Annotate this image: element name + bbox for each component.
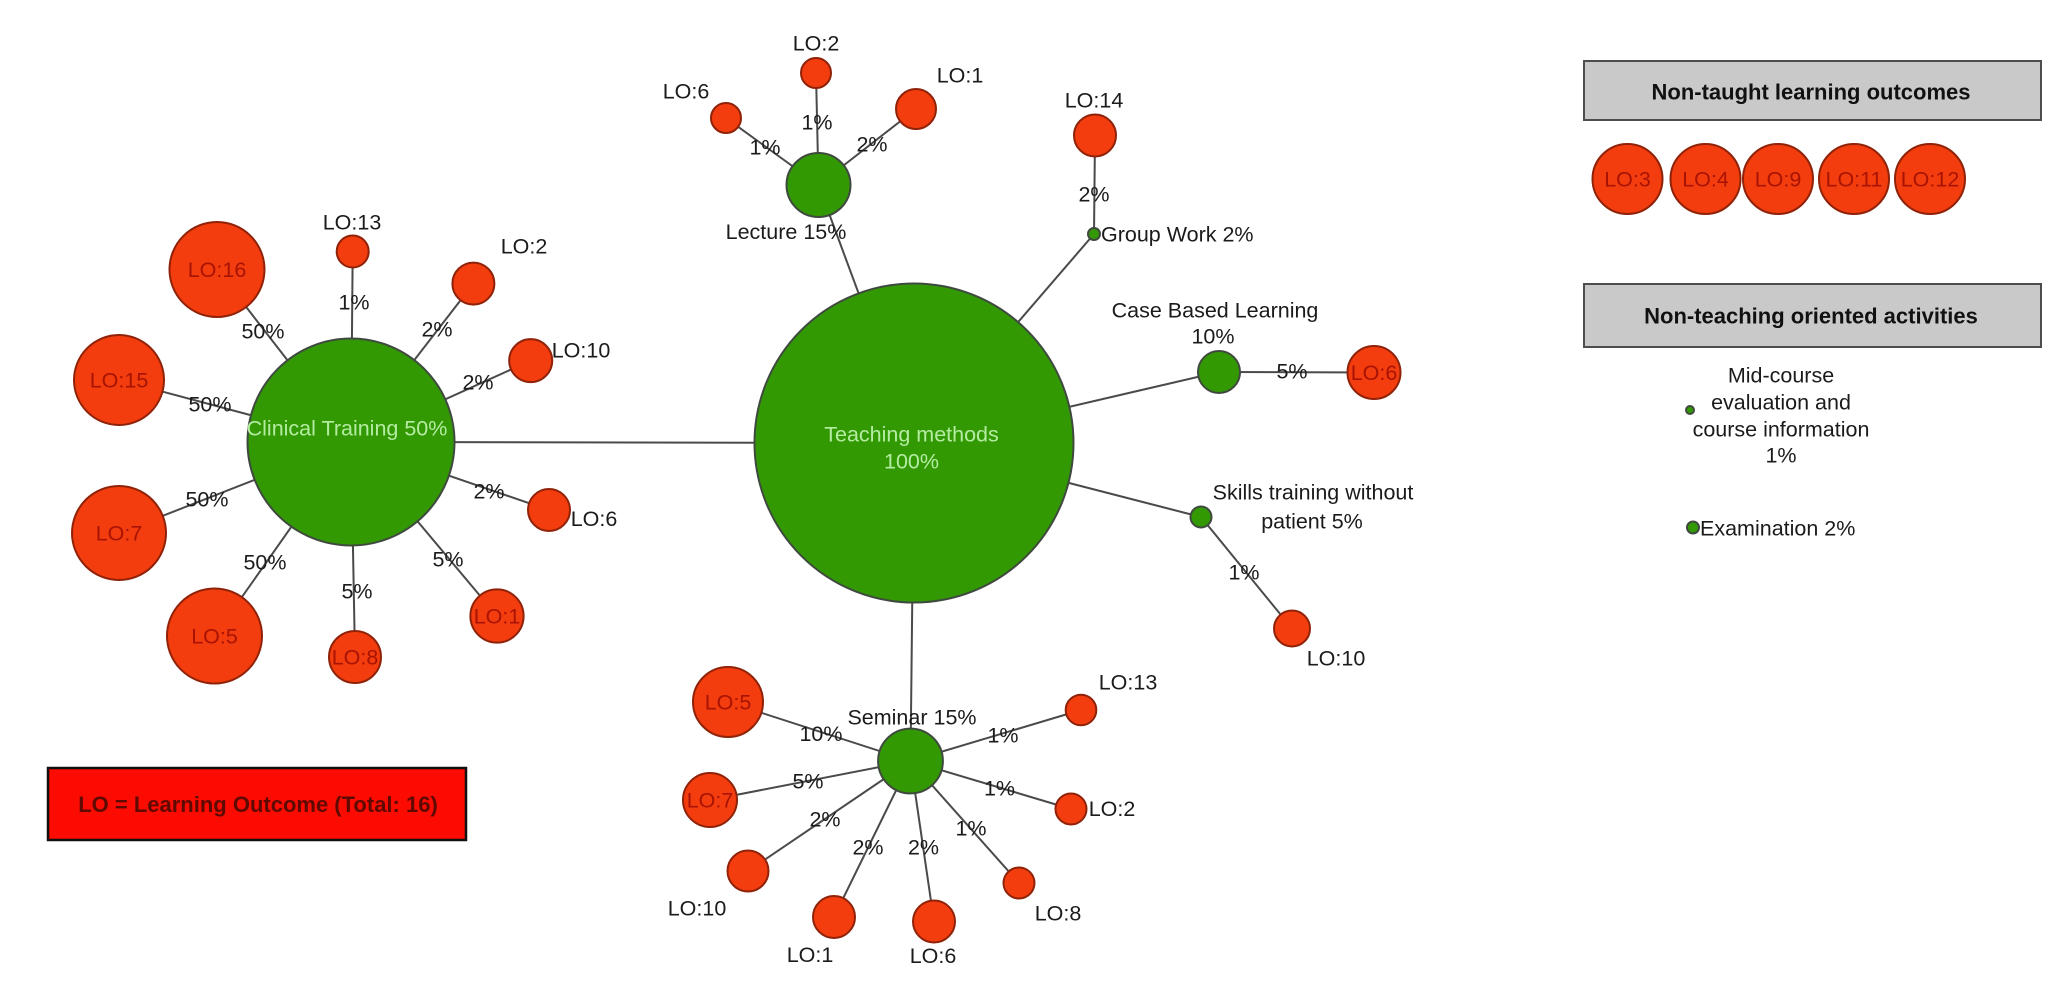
svg-text:LO:2: LO:2 xyxy=(793,32,840,56)
svg-text:LO:16: LO:16 xyxy=(188,258,247,282)
svg-text:LO:12: LO:12 xyxy=(1901,168,1960,192)
svg-text:2%: 2% xyxy=(856,133,887,157)
svg-text:LO:6: LO:6 xyxy=(663,80,710,104)
svg-text:10%: 10% xyxy=(799,722,842,746)
svg-text:Clinical Training 50%: Clinical Training 50% xyxy=(247,417,448,441)
svg-text:Examination 2%: Examination 2% xyxy=(1700,517,1855,541)
svg-text:LO:10: LO:10 xyxy=(668,897,727,921)
svg-text:2%: 2% xyxy=(1078,183,1109,207)
svg-text:LO:10: LO:10 xyxy=(1307,647,1366,671)
svg-text:LO:8: LO:8 xyxy=(332,646,379,670)
svg-text:LO:6: LO:6 xyxy=(1351,361,1398,385)
svg-text:LO:6: LO:6 xyxy=(910,944,957,968)
svg-text:LO:5: LO:5 xyxy=(191,625,238,649)
svg-text:LO:4: LO:4 xyxy=(1682,168,1729,192)
svg-text:50%: 50% xyxy=(243,551,286,575)
svg-text:LO:14: LO:14 xyxy=(1065,89,1124,113)
svg-text:Mid-course: Mid-course xyxy=(1728,364,1834,388)
svg-text:1%: 1% xyxy=(984,777,1015,801)
svg-text:5%: 5% xyxy=(1276,360,1307,384)
svg-text:LO:2: LO:2 xyxy=(501,235,548,259)
svg-text:LO:10: LO:10 xyxy=(552,339,611,363)
svg-text:LO:3: LO:3 xyxy=(1604,168,1651,192)
svg-text:2%: 2% xyxy=(473,480,504,504)
svg-text:1%: 1% xyxy=(987,724,1018,748)
svg-text:LO = Learning Outcome (Total:: LO = Learning Outcome (Total: 16) xyxy=(78,792,438,817)
svg-text:2%: 2% xyxy=(421,318,452,342)
svg-text:LO:15: LO:15 xyxy=(90,369,149,393)
svg-text:LO:11: LO:11 xyxy=(1826,168,1883,192)
svg-text:Lecture 15%: Lecture 15% xyxy=(726,220,847,244)
svg-text:LO:7: LO:7 xyxy=(96,522,143,546)
svg-text:50%: 50% xyxy=(185,488,228,512)
svg-text:LO:9: LO:9 xyxy=(1755,168,1802,192)
svg-text:1%: 1% xyxy=(749,136,780,160)
svg-text:course information: course information xyxy=(1693,418,1870,442)
svg-text:Case Based Learning: Case Based Learning xyxy=(1112,299,1319,323)
svg-text:2%: 2% xyxy=(852,836,883,860)
svg-text:1%: 1% xyxy=(801,111,832,135)
svg-text:LO:1: LO:1 xyxy=(787,943,834,967)
svg-text:Non-taught learning outcomes: Non-taught learning outcomes xyxy=(1652,79,1971,104)
svg-text:LO:2: LO:2 xyxy=(1089,797,1136,821)
svg-text:Teaching methods: Teaching methods xyxy=(824,423,999,447)
svg-text:Seminar 15%: Seminar 15% xyxy=(847,706,976,730)
svg-text:50%: 50% xyxy=(241,320,284,344)
svg-text:5%: 5% xyxy=(341,580,372,604)
svg-text:LO:13: LO:13 xyxy=(323,211,382,235)
svg-text:2%: 2% xyxy=(809,808,840,832)
svg-text:LO:1: LO:1 xyxy=(937,64,984,88)
svg-text:LO:5: LO:5 xyxy=(705,691,752,715)
svg-text:5%: 5% xyxy=(432,548,463,572)
svg-text:100%: 100% xyxy=(884,450,939,474)
svg-text:patient 5%: patient 5% xyxy=(1261,510,1363,534)
svg-text:Non-teaching oriented activiti: Non-teaching oriented activities xyxy=(1644,303,1978,328)
svg-text:5%: 5% xyxy=(792,770,823,794)
svg-text:evaluation and: evaluation and xyxy=(1711,391,1851,415)
svg-text:LO:8: LO:8 xyxy=(1035,902,1082,926)
svg-text:1%: 1% xyxy=(955,817,986,841)
svg-text:1%: 1% xyxy=(1228,561,1259,585)
svg-text:Group Work 2%: Group Work 2% xyxy=(1101,223,1254,247)
svg-text:2%: 2% xyxy=(908,836,939,860)
svg-text:1%: 1% xyxy=(338,291,369,315)
svg-text:50%: 50% xyxy=(188,393,231,417)
svg-text:LO:1: LO:1 xyxy=(474,605,521,629)
svg-text:2%: 2% xyxy=(462,371,493,395)
svg-text:LO:7: LO:7 xyxy=(687,789,734,813)
svg-text:LO:6: LO:6 xyxy=(571,507,618,531)
svg-text:10%: 10% xyxy=(1191,325,1234,349)
svg-text:Skills training without: Skills training without xyxy=(1213,481,1414,505)
svg-text:1%: 1% xyxy=(1765,444,1796,468)
svg-text:LO:13: LO:13 xyxy=(1099,671,1158,695)
